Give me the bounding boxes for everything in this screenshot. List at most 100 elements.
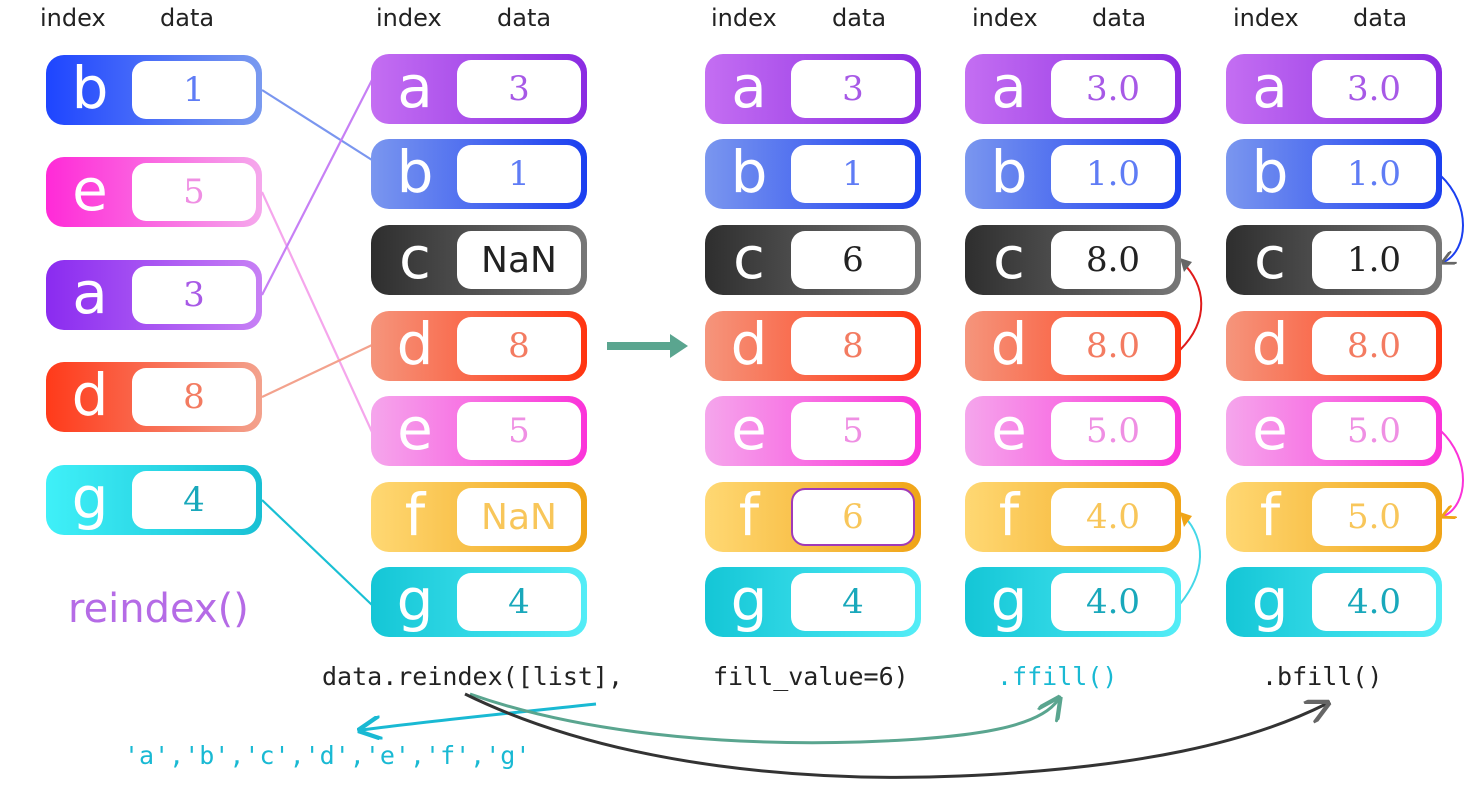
bfill-row-g: g 4.0	[1226, 567, 1442, 637]
ffill-value: 4.0	[1051, 488, 1175, 546]
reindexed-key: g	[396, 566, 434, 634]
fillvalue-value-highlighted: 6	[791, 488, 915, 546]
bfill-value: 8.0	[1312, 317, 1436, 375]
ffill-arrow-g-to-f-head	[1180, 512, 1192, 527]
ffill-key: b	[990, 138, 1028, 206]
source-value: 1	[132, 61, 256, 119]
fillvalue-key: b	[730, 138, 768, 206]
ffill-row-c: c 8.0	[965, 225, 1181, 295]
ffill-value: 4.0	[1051, 573, 1175, 631]
source-value: 8	[132, 368, 256, 426]
ffill-value: 3.0	[1051, 60, 1175, 118]
fillvalue-key: g	[730, 566, 768, 634]
ffill-arrow-d-to-c-head	[1180, 258, 1192, 272]
reindex-label: reindex()	[68, 586, 249, 632]
reindexed-row-c: c NaN	[371, 225, 587, 295]
reindexed-value: 5	[457, 402, 581, 460]
transform-arrow-head	[670, 334, 688, 358]
ffill-key: c	[993, 224, 1025, 292]
ffill-row-b: b 1.0	[965, 139, 1181, 209]
ffill-arrow-g-to-f	[1179, 515, 1201, 605]
bfill-row-c: c 1.0	[1226, 225, 1442, 295]
bfill-key: f	[1259, 481, 1281, 549]
bfill-value: 5.0	[1312, 402, 1436, 460]
reindexed-key: e	[397, 395, 433, 463]
map-line-e	[261, 191, 373, 433]
bfill-value: 1.0	[1312, 145, 1436, 203]
list-values: 'a','b','c','d','e','f','g'	[124, 741, 531, 770]
reindexed-key: c	[399, 224, 431, 292]
reindexed-key: d	[396, 310, 434, 378]
bfill-key: e	[1252, 395, 1288, 463]
map-line-g	[261, 499, 373, 606]
bfill-key: g	[1251, 566, 1289, 634]
ffill-value: 1.0	[1051, 145, 1175, 203]
reindexed-row-f: f NaN	[371, 482, 587, 552]
reindexed-value: NaN	[457, 231, 581, 289]
bfill-value: 5.0	[1312, 488, 1436, 546]
code-ffill: .ffill()	[997, 662, 1118, 691]
code-bfill: .bfill()	[1262, 662, 1383, 691]
ffill-curve	[469, 694, 1058, 745]
ffill-key: g	[990, 566, 1028, 634]
header-index-col5: index	[1233, 4, 1299, 32]
bfill-row-e: e 5.0	[1226, 396, 1442, 466]
reindexed-key: a	[397, 53, 433, 121]
ffill-row-f: f 4.0	[965, 482, 1181, 552]
fillvalue-value: 4	[791, 573, 915, 631]
header-data-col2: data	[497, 4, 552, 32]
fillvalue-value: 6	[791, 231, 915, 289]
bfill-value: 1.0	[1312, 231, 1436, 289]
reindexed-value: NaN	[457, 488, 581, 546]
bfill-key: c	[1254, 224, 1286, 292]
reindexed-value: 3	[457, 60, 581, 118]
header-data-col5: data	[1353, 4, 1408, 32]
code-reindex: data.reindex([list],	[322, 662, 624, 691]
bfill-key: d	[1251, 310, 1289, 378]
reindexed-value: 1	[457, 145, 581, 203]
bfill-row-b: b 1.0	[1226, 139, 1442, 209]
header-data-col1: data	[160, 4, 215, 32]
bfill-row-d: d 8.0	[1226, 311, 1442, 381]
bfill-arrow-e-to-f	[1440, 429, 1464, 516]
fillvalue-value: 3	[791, 60, 915, 118]
bfill-row-a: a 3.0	[1226, 54, 1442, 124]
ffill-row-e: e 5.0	[965, 396, 1181, 466]
fillvalue-key: e	[731, 395, 767, 463]
ffill-value: 8.0	[1051, 317, 1175, 375]
fillvalue-key: a	[731, 53, 767, 121]
fillvalue-value: 1	[791, 145, 915, 203]
ffill-row-d: d 8.0	[965, 311, 1181, 381]
source-key: a	[72, 259, 108, 327]
list-curve	[362, 702, 597, 730]
ffill-key: e	[991, 395, 1027, 463]
source-value: 4	[132, 471, 256, 529]
source-value: 5	[132, 163, 256, 221]
code-fill-value: fill_value=6)	[713, 662, 909, 691]
ffill-value: 5.0	[1051, 402, 1175, 460]
reindexed-key: b	[396, 138, 434, 206]
fillvalue-key: d	[730, 310, 768, 378]
ffill-key: a	[991, 53, 1027, 121]
bfill-row-f: f 5.0	[1226, 482, 1442, 552]
fillvalue-value: 8	[791, 317, 915, 375]
source-key: d	[71, 361, 109, 429]
ffill-arrow-d-to-c	[1179, 261, 1203, 351]
fillvalue-key: c	[733, 224, 765, 292]
header-index-col4: index	[972, 4, 1038, 32]
map-line-a	[261, 79, 373, 296]
bfill-key: b	[1251, 138, 1289, 206]
